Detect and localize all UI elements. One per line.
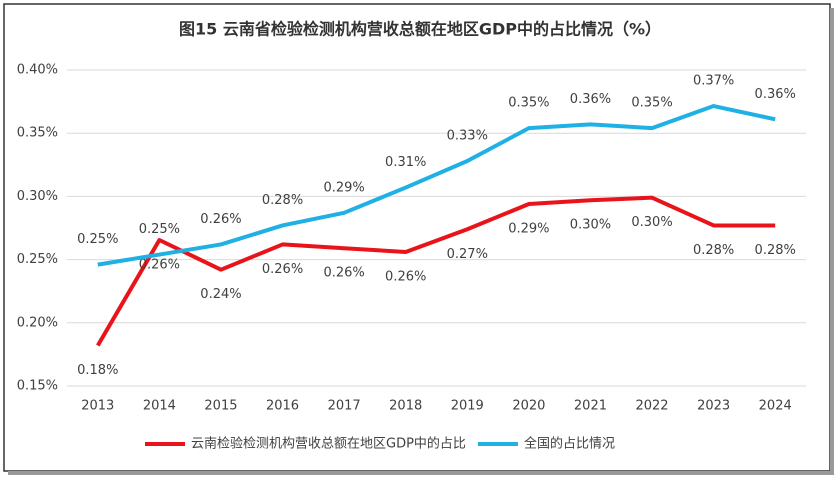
data-label: 0.35% (508, 96, 549, 111)
x-tick-label: 2024 (759, 399, 792, 414)
data-label: 0.30% (631, 215, 672, 230)
data-label: 0.26% (200, 212, 241, 227)
data-label: 0.37% (693, 74, 734, 89)
y-tick-label: 0.40% (17, 63, 58, 78)
data-label: 0.29% (508, 221, 549, 236)
chart-title: 图15 云南省检验检测机构营收总额在地区GDP中的占比情况（%） (179, 20, 661, 39)
data-label: 0.25% (77, 232, 118, 247)
data-label: 0.26% (262, 262, 303, 277)
data-label: 0.31% (385, 155, 426, 170)
data-label: 0.28% (755, 243, 796, 258)
data-label: 0.28% (262, 193, 303, 208)
y-tick-label: 0.30% (17, 189, 58, 204)
data-label: 0.26% (323, 266, 364, 281)
x-tick-label: 2021 (574, 399, 607, 414)
x-tick-label: 2023 (697, 399, 730, 414)
data-label: 0.25% (139, 222, 180, 237)
series-line (97, 104, 776, 267)
data-label: 0.26% (139, 258, 180, 273)
x-tick-label: 2015 (204, 399, 237, 414)
series-line (96, 195, 776, 347)
x-tick-label: 2020 (512, 399, 545, 414)
x-tick-label: 2018 (389, 399, 422, 414)
x-tick-label: 2017 (328, 399, 361, 414)
data-label: 0.36% (755, 87, 796, 102)
y-tick-label: 0.25% (17, 252, 58, 267)
data-label: 0.29% (323, 180, 364, 195)
x-tick-label: 2019 (451, 399, 484, 414)
data-label: 0.33% (447, 129, 488, 144)
legend-label: 全国的占比情况 (524, 436, 615, 452)
data-label: 0.28% (693, 243, 734, 258)
data-label: 0.30% (570, 218, 611, 233)
x-tick-label: 2022 (635, 399, 668, 414)
data-label: 0.26% (385, 270, 426, 285)
data-label: 0.27% (447, 247, 488, 262)
frame (3, 3, 831, 472)
data-label: 0.24% (200, 287, 241, 302)
data-label: 0.18% (77, 363, 118, 378)
data-label: 0.35% (631, 96, 672, 111)
x-tick-label: 2013 (81, 399, 114, 414)
shadow (8, 471, 834, 475)
y-tick-label: 0.20% (17, 315, 58, 330)
legend-label: 云南检验检测机构营收总额在地区GDP中的占比 (191, 436, 466, 452)
y-tick-label: 0.15% (17, 379, 58, 394)
x-tick-label: 2014 (143, 399, 176, 414)
data-label: 0.36% (570, 92, 611, 107)
shadow (830, 8, 834, 475)
y-tick-label: 0.35% (17, 126, 58, 141)
x-tick-label: 2016 (266, 399, 299, 414)
